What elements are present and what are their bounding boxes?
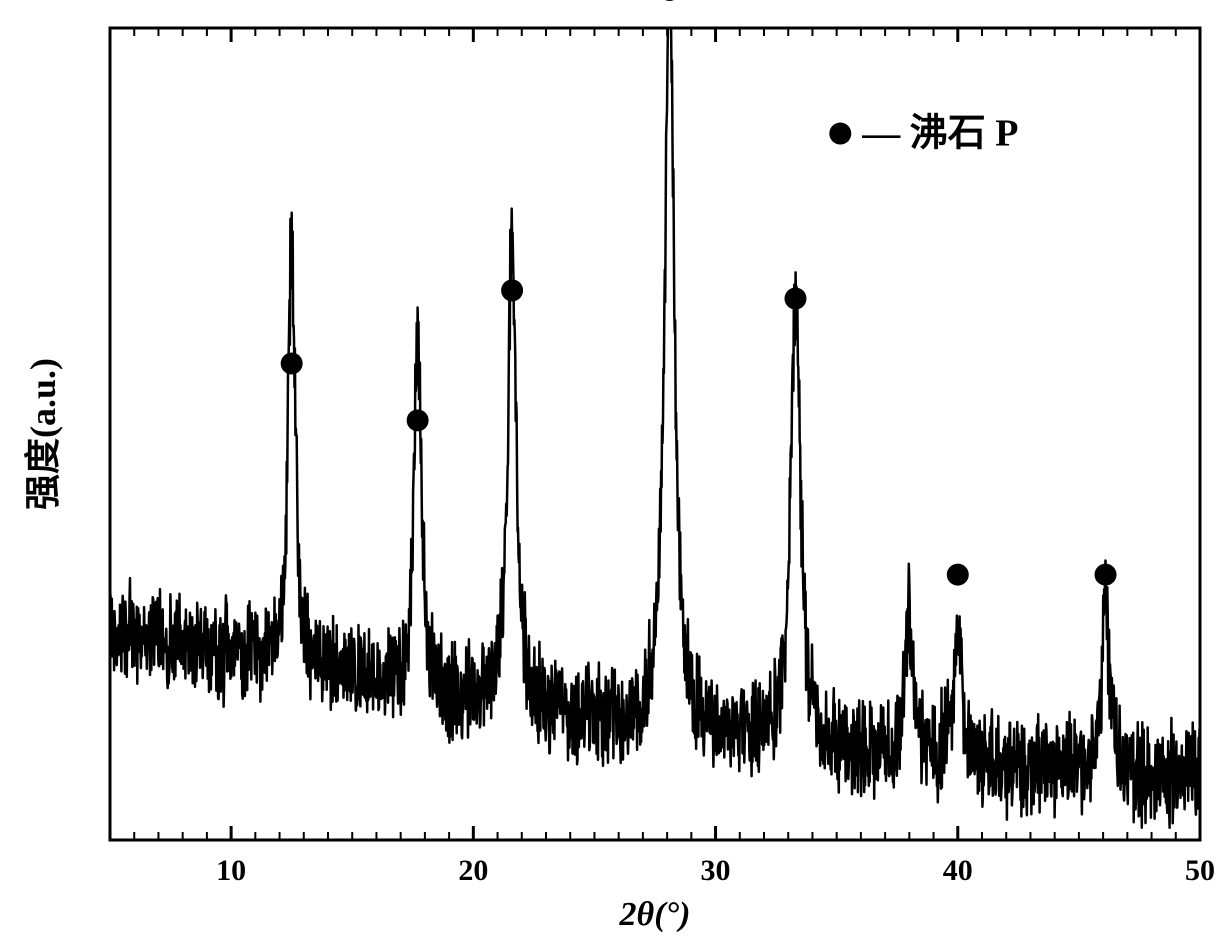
x-tick-label: 50 xyxy=(1185,854,1215,887)
peak-marker-icon xyxy=(501,279,523,301)
peak-marker-icon xyxy=(784,288,806,310)
x-tick-label: 10 xyxy=(216,854,246,887)
peak-marker-icon xyxy=(1095,564,1117,586)
peak-marker-icon xyxy=(659,0,681,1)
peak-marker-icon xyxy=(407,409,429,431)
peak-marker-icon xyxy=(947,564,969,586)
peak-marker-icon xyxy=(281,353,303,375)
xrd-trace xyxy=(110,28,1200,828)
x-tick-label: 20 xyxy=(458,854,488,887)
legend-marker-icon xyxy=(829,123,851,145)
x-tick-label: 40 xyxy=(943,854,973,887)
y-axis-label: 强度(a.u.) xyxy=(23,358,63,510)
xrd-svg: 10 20 30 40 50 2θ(°) 强度(a.u.) — 沸石 P xyxy=(0,0,1225,941)
xrd-chart: 10 20 30 40 50 2θ(°) 强度(a.u.) — 沸石 P xyxy=(0,0,1225,941)
legend-label: — 沸石 P xyxy=(861,113,1018,155)
x-tick-label: 30 xyxy=(701,854,731,887)
x-axis-label: 2θ(°) xyxy=(619,896,691,933)
plot-border xyxy=(110,28,1200,840)
legend: — 沸石 P xyxy=(829,113,1018,155)
